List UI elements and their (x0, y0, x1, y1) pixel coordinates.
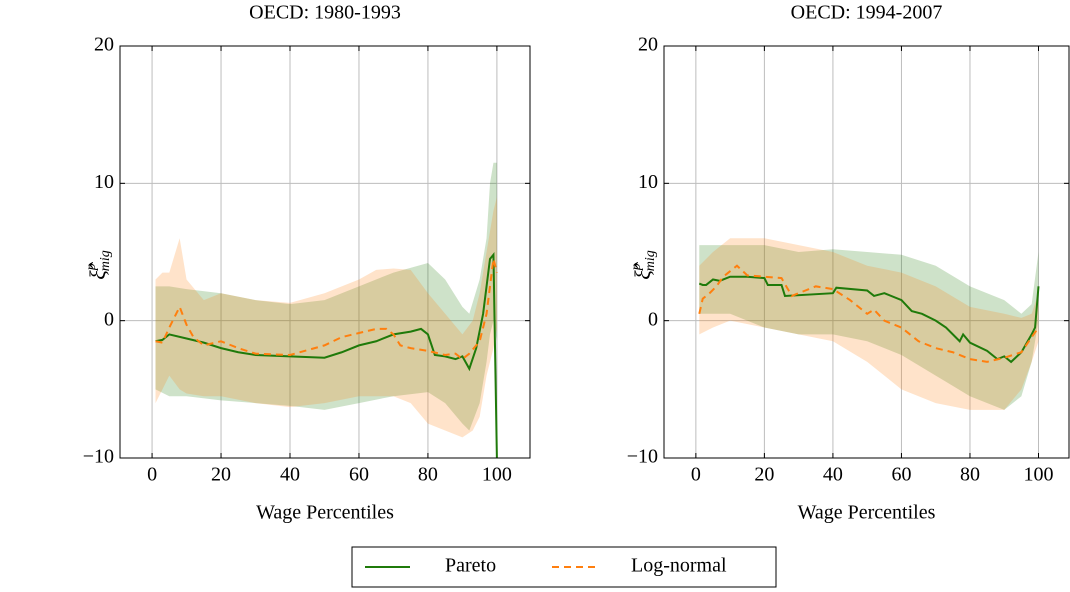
x-tick-label: 60 (349, 464, 369, 486)
x-tick-label: 60 (891, 464, 911, 486)
plot-area (698, 238, 1040, 410)
x-tick-label: 80 (960, 464, 980, 486)
confidence-band (155, 197, 497, 438)
y-axis-label: ξ̂pmig (84, 250, 113, 279)
y-label-sup: p (629, 263, 644, 271)
y-label-sub: mig (98, 250, 113, 271)
y-tick-label: 0 (104, 308, 114, 330)
y-tick-label: −10 (627, 446, 658, 468)
series-line (698, 275, 1040, 364)
legend-label: Pareto (445, 555, 496, 577)
x-tick-label: 40 (280, 464, 300, 486)
x-tick-label: 20 (211, 464, 231, 486)
y-tick-label: 10 (638, 171, 658, 193)
x-tick-label: 0 (691, 464, 701, 486)
y-axis-label: ξ̂pmig (629, 250, 658, 279)
series-line (155, 258, 498, 361)
axis-frame (663, 45, 1070, 459)
chart-title: OECD: 1994-2007 (791, 2, 943, 24)
axis-frame (119, 45, 531, 459)
x-axis-label: Wage Percentiles (798, 502, 936, 524)
x-tick-label: 20 (754, 464, 774, 486)
y-tick-label: −10 (83, 446, 114, 468)
y-tick-label: 0 (648, 308, 658, 330)
x-tick-label: 40 (823, 464, 843, 486)
y-tick-label: 20 (638, 34, 658, 56)
legend-label: Log-normal (631, 555, 727, 577)
y-label-sup: p (84, 263, 99, 271)
series-line (155, 252, 498, 458)
x-tick-label: 100 (1024, 464, 1054, 486)
x-axis-label: Wage Percentiles (256, 502, 394, 524)
y-tick-label: 10 (94, 171, 114, 193)
plot-area (155, 162, 498, 458)
chart-title: OECD: 1980-1993 (249, 2, 401, 24)
y-tick-label: 20 (94, 34, 114, 56)
x-tick-label: 80 (418, 464, 438, 486)
series-line (698, 264, 1040, 363)
confidence-band (155, 162, 497, 431)
x-tick-label: 100 (482, 464, 512, 486)
confidence-band (699, 238, 1039, 410)
x-tick-label: 0 (147, 464, 157, 486)
confidence-band (699, 245, 1039, 410)
y-label-sub: mig (643, 250, 658, 271)
